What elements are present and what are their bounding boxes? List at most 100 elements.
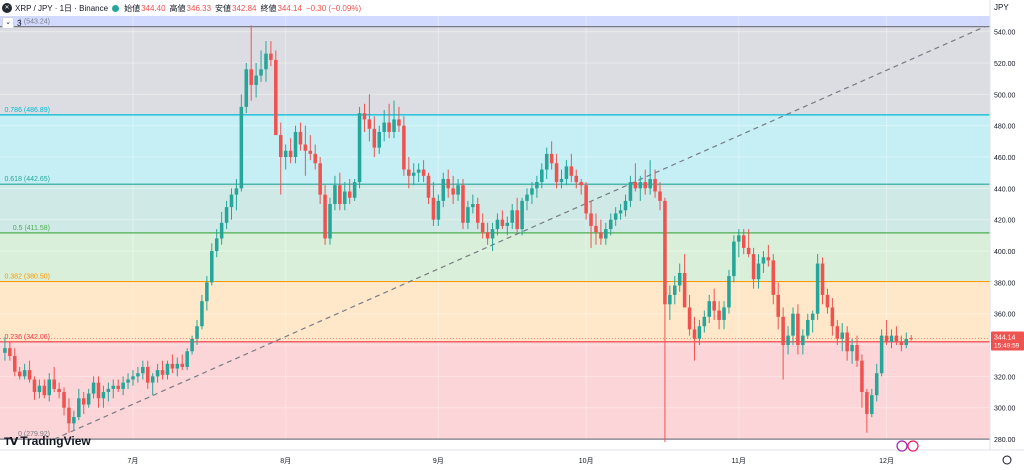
candle-body [372,128,377,148]
dividend-event-icon[interactable] [907,440,919,452]
symbol-title[interactable]: XRP / JPY · 1日 · Binance [15,3,109,13]
candle-body [62,392,66,408]
candle [490,222,495,252]
candle [8,341,12,361]
candle [727,269,731,314]
candle-body [116,385,120,389]
candle [865,388,869,433]
candle [136,366,140,383]
xrp-coin-icon: ✕ [2,3,12,13]
fib-zone-0.786 [0,114,990,185]
gear-icon[interactable] [1002,455,1012,465]
candle [648,160,652,195]
candle [781,307,785,380]
candle-body [283,150,288,158]
candle [382,110,386,142]
candle-body [224,207,229,223]
candle [712,288,716,320]
time-axis-bg [0,450,1024,470]
indicator-toggle[interactable]: ⌄ 3 [2,17,21,29]
candle-body [338,185,342,205]
candle [870,388,874,418]
candle-body [86,393,91,405]
candle-body [446,178,450,189]
candle [840,323,845,352]
candle [57,382,61,399]
candle-body [91,382,96,394]
candle-body [382,122,386,132]
candle-body [367,119,372,129]
candle [608,213,613,236]
candle-body [343,191,347,205]
candle [707,294,712,324]
x-tick-label: 12月 [879,457,894,465]
y-tick-label: 320.00 [994,374,1016,381]
candle-body [515,210,519,230]
candle-body [13,355,17,372]
fib-zone-0.382 [0,281,990,342]
candle [175,357,180,377]
candle-body [328,204,332,239]
y-tick-label: 520.00 [994,61,1016,68]
candle [264,41,268,82]
candle [377,125,382,154]
candle [67,398,71,433]
candle-body [293,131,298,158]
low-value: 342.84 [232,3,257,13]
candle [3,337,7,361]
candle-body [347,191,352,198]
tradingview-logo: T𝗩 TradingView [4,434,91,448]
candle [13,348,17,377]
candle-body [490,229,495,239]
candle [145,360,150,389]
candle [131,370,135,386]
candle-body [313,153,317,164]
candle-body [717,310,721,320]
candle-body [106,388,111,393]
candle-body [850,345,854,352]
candle-body [141,366,145,374]
candle [352,178,357,201]
candle-body [668,294,672,305]
candle-body [17,371,22,377]
market-status-icon [112,4,120,12]
candle-body [722,307,726,320]
candle-body [402,125,406,170]
candle [894,326,899,346]
fib-label-0.382: 0.382 (380.50) [4,274,50,281]
candle-body [411,172,416,176]
candle-body [274,59,278,136]
candle [771,254,776,305]
candle-body [288,150,293,158]
fib-label-0.236: 0.236 (342.06) [4,334,50,341]
candle-body [96,382,101,399]
candle [239,94,244,192]
candle [426,172,431,205]
lightning-event-icon[interactable] [896,440,908,452]
candle [599,219,603,245]
candle-body [687,307,692,330]
candle-body [786,335,790,346]
candle [17,366,22,380]
candle [269,41,273,67]
candle [86,388,91,408]
candle-body [22,370,27,377]
bar-countdown: 15:49:59 [994,343,1020,350]
candle [485,222,490,245]
y-tick-label: 460.00 [994,155,1016,162]
candle [525,188,529,211]
indicator-count: 3 [17,18,22,28]
chevron-down-icon[interactable]: ⌄ [2,17,14,29]
candle [52,366,56,393]
candle-body [3,348,7,353]
candle [411,163,416,186]
candle [673,276,677,305]
candle-body [574,175,579,183]
candle-body [145,366,150,383]
candle [505,216,510,236]
y-tick-label: 500.00 [994,92,1016,99]
price-axis-bg [990,0,1024,470]
candle-body [175,363,180,369]
candle-body [436,200,441,220]
